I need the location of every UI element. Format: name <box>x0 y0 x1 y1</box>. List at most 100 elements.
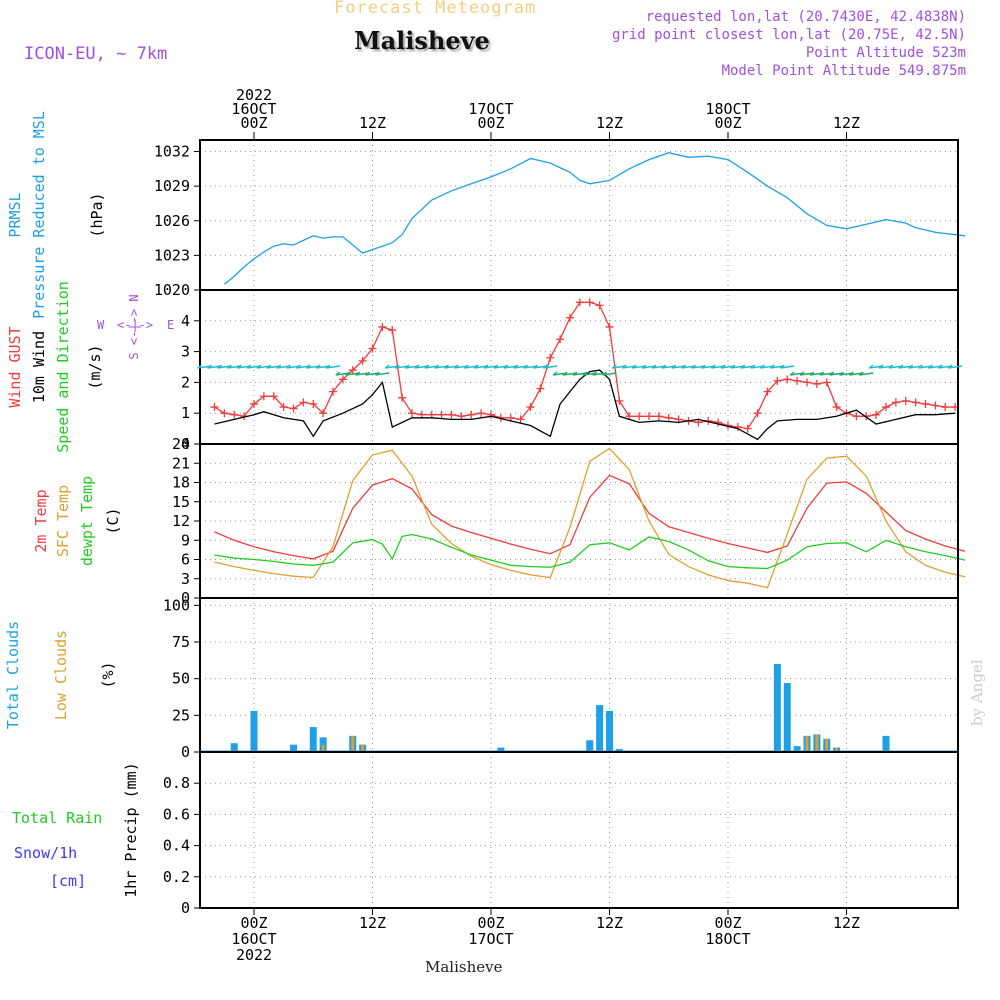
gust-point <box>793 376 802 385</box>
y-tick-label: 3 <box>181 570 190 588</box>
point-altitude: Point Altitude 523m <box>805 45 966 61</box>
total-cloud-bar <box>606 710 613 751</box>
time-axis-top-label: 12Z <box>596 114 623 132</box>
time-axis-bottom-label: 2022 <box>236 946 272 964</box>
wind-barb <box>374 371 390 376</box>
y-tick-label: 1023 <box>154 246 190 264</box>
wind-axis-label: 10m Wind <box>30 331 48 403</box>
y-tick-label: 0 <box>181 435 190 453</box>
temperature-axis-label: SFC Temp <box>54 485 72 557</box>
gust-point <box>714 418 723 427</box>
y-tick-label: 75 <box>172 633 190 651</box>
model-altitude: Model Point Altitude 549.875m <box>721 63 966 79</box>
time-axis-bottom-label: 00Z <box>714 914 741 932</box>
temperature-series-line <box>214 474 966 560</box>
wind-barb <box>325 364 341 369</box>
location-title: Malisheve <box>354 26 490 55</box>
wind-barb <box>602 371 617 376</box>
compass-south: S <box>127 352 141 359</box>
gust-point <box>299 398 308 407</box>
compass-arrows: <-|-> <box>117 318 153 332</box>
gust-point <box>378 322 387 331</box>
gust-point <box>230 410 239 419</box>
requested-coords: requested lon,lat (20.7430E, 42.4838N) <box>645 9 966 25</box>
time-axis-bottom-label: 17OCT <box>468 930 513 948</box>
pressure-panel: 1020 1023 1026 1029 1032 PRMSL Pressure Reduce… <box>6 111 966 319</box>
wind-axis-label: (m/s) <box>86 344 104 389</box>
gust-point <box>447 410 456 419</box>
gust-point <box>329 387 337 396</box>
temperature-axis-label: dewpt Temp <box>78 476 96 566</box>
precip-legend-label: Snow/1h <box>14 844 77 862</box>
gust-point <box>585 298 594 307</box>
gust-point <box>338 375 347 384</box>
gust-point <box>309 399 318 408</box>
pressure-series-line <box>223 152 966 285</box>
y-tick-label: 0.4 <box>163 837 190 855</box>
gust-point <box>931 401 940 410</box>
clouds-axis-label: (%) <box>99 661 117 688</box>
gust-point <box>358 356 367 365</box>
credit-watermark: by Angel <box>968 659 986 726</box>
y-tick-label: 0.8 <box>163 774 190 792</box>
y-tick-label: 1032 <box>154 143 190 161</box>
precip-axis-label: 1hr Precip (mm) <box>122 762 140 897</box>
gust-point <box>210 403 219 412</box>
gust-point <box>812 379 821 388</box>
gust-point <box>477 409 486 418</box>
wind-barb <box>858 371 874 376</box>
gust-point <box>259 392 268 401</box>
precip-legend-label: Total Rain <box>12 809 102 827</box>
compass-north: N <box>127 294 141 301</box>
time-axis-bottom-label: 00Z <box>477 914 504 932</box>
gust-point <box>664 413 673 422</box>
wind-barb <box>542 364 558 369</box>
gust-point <box>388 326 397 335</box>
pressure-axis-label: PRMSL <box>6 192 24 237</box>
time-axis-bottom-label: 18OCT <box>705 930 750 948</box>
time-axis-top-label: 17OCT <box>468 100 513 118</box>
time-axis-bottom-label: 12Z <box>833 914 860 932</box>
gust-point <box>882 403 890 412</box>
gust-point <box>941 403 950 412</box>
gust-point <box>891 398 900 407</box>
gust-point <box>901 396 910 405</box>
y-tick-label: 15 <box>172 493 190 511</box>
gust-point <box>319 409 328 418</box>
gust-point <box>398 393 407 402</box>
total-cloud-bar <box>793 746 801 751</box>
pressure-axis-label: (hPa) <box>88 192 106 237</box>
time-axis-top-label: 12Z <box>359 114 386 132</box>
gust-point <box>753 409 762 418</box>
precip-legend-label: [cm] <box>50 872 86 890</box>
gust-point <box>526 403 535 412</box>
total-cloud-bar <box>586 740 594 751</box>
time-axis-bottom-label: 16OCT <box>231 930 276 948</box>
clouds-axis-label: Total Clouds <box>4 621 22 729</box>
time-axis-top-label: 00Z <box>714 114 741 132</box>
gust-point <box>654 412 663 421</box>
temperature-series-line <box>214 533 966 570</box>
total-cloud-bar <box>309 727 317 751</box>
y-tick-label: 50 <box>172 670 190 688</box>
gust-point <box>250 399 258 408</box>
y-tick-label: 12 <box>172 512 190 530</box>
total-cloud-bar <box>290 744 297 751</box>
time-axis-bottom-label: 00Z <box>240 914 267 932</box>
gust-point <box>832 403 841 412</box>
total-cloud-bar <box>615 749 623 751</box>
gust-point <box>822 378 831 387</box>
low-cloud-bar <box>361 744 365 751</box>
gust-point <box>536 384 545 393</box>
gust-point <box>566 313 574 322</box>
gust-point <box>348 366 357 375</box>
low-cloud-bar <box>805 735 809 751</box>
y-tick-label: 21 <box>172 454 190 472</box>
time-axis-top-label: 2022 <box>236 86 272 104</box>
gust-point <box>852 412 861 421</box>
gust-point <box>269 392 278 401</box>
y-tick-label: 1026 <box>154 212 190 230</box>
y-tick-label: 0 <box>181 743 190 761</box>
gust-point <box>635 412 644 421</box>
low-cloud-bar <box>825 738 829 751</box>
